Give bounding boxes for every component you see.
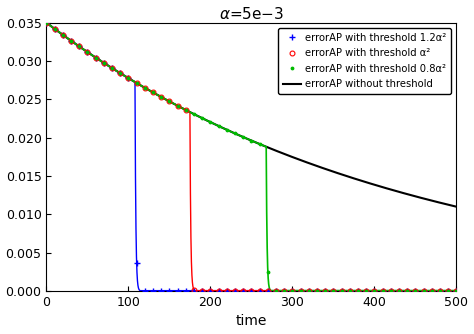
errorAP with threshold 1.2α² <box>175 289 181 293</box>
errorAP with threshold 0.8α² <box>175 104 181 108</box>
errorAP with threshold α² <box>454 289 459 293</box>
errorAP with threshold α² <box>134 81 139 85</box>
errorAP with threshold 1.2α² <box>454 289 459 293</box>
Line: errorAP with threshold α²: errorAP with threshold α² <box>44 20 459 293</box>
errorAP with threshold 1.2α² <box>322 289 328 293</box>
errorAP with threshold 0.8α² <box>134 81 139 85</box>
errorAP with threshold 0.8α² <box>454 289 459 293</box>
Title: $\alpha$=5e$-$3: $\alpha$=5e$-$3 <box>219 6 284 22</box>
errorAP with threshold 0.8α² <box>166 100 172 104</box>
errorAP with threshold 1.2α² <box>347 289 353 293</box>
errorAP with threshold 0.8α² <box>446 289 451 293</box>
errorAP with threshold α² <box>446 289 451 293</box>
Legend: errorAP with threshold 1.2α², errorAP with threshold α², errorAP with threshold : errorAP with threshold 1.2α², errorAP wi… <box>278 28 451 94</box>
errorAP with threshold 1.2α² <box>134 261 139 265</box>
errorAP with threshold 0.8α² <box>347 289 353 293</box>
errorAP with threshold 0.8α² <box>273 289 279 293</box>
Line: errorAP with threshold 0.8α²: errorAP with threshold 0.8α² <box>44 20 459 293</box>
Line: errorAP with threshold 1.2α²: errorAP with threshold 1.2α² <box>43 20 460 294</box>
errorAP with threshold 1.2α² <box>183 289 189 293</box>
errorAP with threshold α² <box>166 100 172 104</box>
errorAP with threshold 0.8α² <box>44 21 49 25</box>
errorAP with threshold α² <box>44 21 49 25</box>
errorAP with threshold 0.8α² <box>322 289 328 293</box>
errorAP with threshold 1.2α² <box>142 289 148 293</box>
errorAP with threshold 1.2α² <box>446 289 451 293</box>
errorAP with threshold α² <box>322 289 328 293</box>
errorAP with threshold α² <box>347 289 353 293</box>
errorAP with threshold 1.2α² <box>44 21 49 25</box>
errorAP with threshold α² <box>175 104 181 108</box>
X-axis label: time: time <box>236 314 267 328</box>
errorAP with threshold α² <box>200 289 205 293</box>
